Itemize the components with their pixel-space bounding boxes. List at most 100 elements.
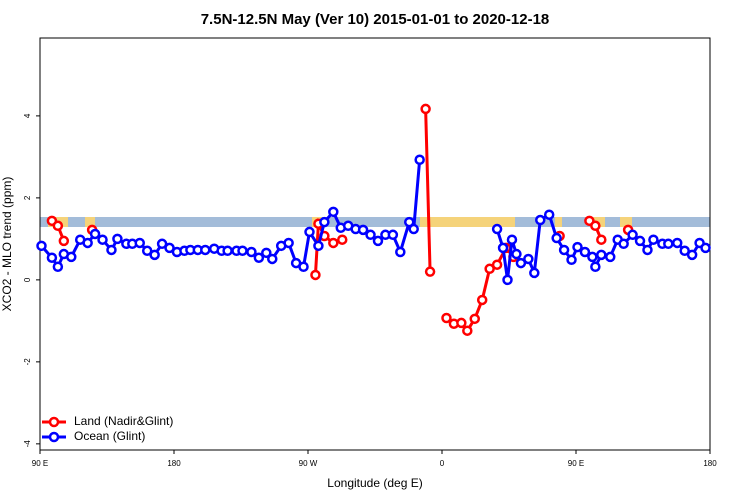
legend-label: Land (Nadir&Glint) bbox=[74, 414, 173, 428]
point bbox=[634, 235, 646, 247]
x-tick-label: 90 E bbox=[32, 459, 48, 468]
point bbox=[551, 232, 562, 244]
point bbox=[596, 234, 607, 245]
point bbox=[156, 238, 168, 250]
point bbox=[679, 245, 690, 257]
ocean-band bbox=[40, 217, 710, 227]
point bbox=[222, 245, 233, 257]
point bbox=[328, 237, 339, 249]
land-segment bbox=[620, 217, 632, 227]
point bbox=[82, 237, 93, 249]
point bbox=[587, 251, 598, 263]
point bbox=[36, 240, 47, 252]
point bbox=[106, 244, 117, 256]
point bbox=[149, 249, 160, 261]
point bbox=[58, 235, 70, 247]
point bbox=[686, 249, 698, 261]
point bbox=[365, 229, 376, 241]
point bbox=[372, 235, 384, 247]
point bbox=[164, 242, 175, 254]
x-tick-label: 180 bbox=[167, 459, 181, 468]
point bbox=[267, 253, 278, 265]
point bbox=[511, 248, 522, 260]
land-segment bbox=[85, 217, 95, 227]
point bbox=[663, 238, 674, 250]
x-tick-label: 180 bbox=[703, 459, 717, 468]
point bbox=[648, 234, 659, 245]
point bbox=[604, 251, 616, 263]
point bbox=[298, 261, 309, 273]
point bbox=[590, 220, 601, 232]
land-band bbox=[40, 217, 710, 227]
legend-marker bbox=[48, 416, 60, 428]
point bbox=[134, 237, 146, 249]
x-tick-label: 0 bbox=[440, 459, 445, 468]
point bbox=[579, 246, 591, 258]
point bbox=[304, 226, 315, 238]
point bbox=[420, 103, 431, 115]
point bbox=[515, 257, 527, 269]
point bbox=[403, 216, 415, 228]
land-segment bbox=[555, 217, 562, 227]
point bbox=[261, 247, 272, 259]
point bbox=[395, 246, 406, 258]
point bbox=[46, 252, 58, 263]
point bbox=[66, 251, 77, 263]
point bbox=[590, 261, 601, 273]
x-tick-label: 90 E bbox=[568, 459, 584, 468]
legend-label: Ocean (Glint) bbox=[74, 429, 145, 443]
point bbox=[141, 245, 153, 257]
point bbox=[246, 246, 257, 258]
legend-marker bbox=[48, 431, 60, 443]
point bbox=[424, 266, 436, 277]
x-axis-label: Longitude (deg E) bbox=[327, 476, 422, 490]
point bbox=[618, 238, 629, 250]
point bbox=[491, 223, 503, 235]
land-segment bbox=[420, 217, 515, 227]
point bbox=[671, 237, 683, 249]
point bbox=[502, 274, 513, 286]
y-axis-label: XCO2 - MLO trend (ppm) bbox=[0, 177, 14, 312]
y-tick-label: 2 bbox=[23, 195, 32, 200]
x-tick-label: 90 W bbox=[299, 459, 318, 468]
point bbox=[52, 261, 64, 273]
point bbox=[112, 233, 123, 245]
point bbox=[523, 253, 534, 265]
point bbox=[319, 216, 330, 228]
point bbox=[469, 313, 481, 325]
point bbox=[97, 234, 108, 245]
point bbox=[253, 252, 265, 263]
y-tick-label: -4 bbox=[23, 440, 32, 448]
point bbox=[642, 244, 653, 256]
point bbox=[558, 244, 570, 256]
point bbox=[476, 294, 488, 306]
point bbox=[357, 224, 369, 236]
point bbox=[456, 317, 467, 329]
point bbox=[506, 234, 518, 245]
chart-title: 7.5N-12.5N May (Ver 10) 2015-01-01 to 20… bbox=[201, 11, 550, 28]
point bbox=[462, 325, 473, 336]
point bbox=[441, 312, 452, 324]
point bbox=[387, 229, 399, 241]
y-tick-label: 4 bbox=[23, 113, 32, 118]
point bbox=[283, 237, 294, 249]
point bbox=[336, 234, 348, 245]
point bbox=[237, 245, 248, 257]
point bbox=[596, 249, 607, 261]
point bbox=[543, 209, 555, 220]
point bbox=[535, 214, 546, 226]
point bbox=[414, 154, 425, 166]
point bbox=[89, 228, 101, 240]
point bbox=[200, 244, 211, 256]
point bbox=[529, 267, 540, 279]
point bbox=[484, 263, 495, 275]
point bbox=[310, 269, 321, 281]
y-tick-label: 0 bbox=[23, 277, 32, 282]
point bbox=[497, 242, 509, 254]
point bbox=[566, 254, 577, 266]
point bbox=[408, 223, 419, 235]
point bbox=[491, 259, 503, 270]
point bbox=[52, 220, 64, 232]
point bbox=[700, 242, 711, 254]
